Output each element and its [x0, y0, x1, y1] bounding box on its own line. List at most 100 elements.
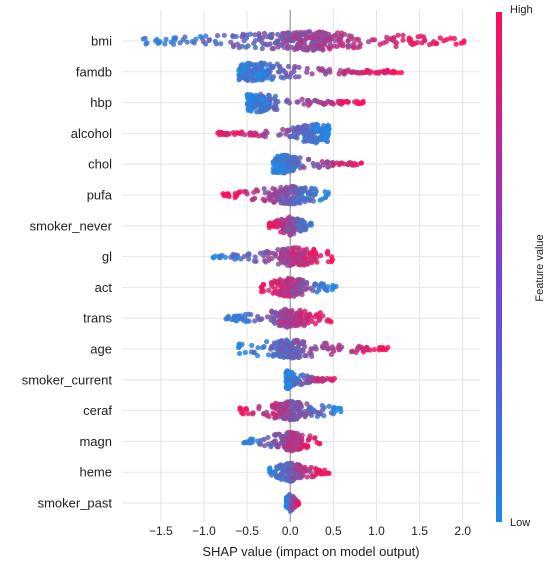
shap-point-gl [324, 251, 331, 257]
shap-point-ceraf [328, 410, 334, 416]
shap-point-trans [285, 310, 292, 316]
shap-point-age [291, 355, 297, 361]
feature-label-smoker_never: smoker_never [30, 218, 113, 233]
shap-point-famdb [372, 70, 378, 76]
shap-point-pufa [297, 190, 303, 196]
shap-point-magn [317, 440, 323, 447]
shap-point-bmi [286, 30, 292, 36]
shap-point-gl [296, 245, 302, 251]
shap-point-alcohol [234, 130, 240, 136]
shap-point-chol [351, 160, 358, 167]
shap-point-ceraf [290, 399, 296, 405]
colorbar-low-label: Low [510, 517, 530, 529]
shap-point-famdb [246, 72, 253, 78]
shap-point-bmi [243, 44, 249, 50]
shap-point-alcohol [247, 130, 253, 136]
shap-point-alcohol [293, 133, 299, 140]
shap-point-gl [282, 247, 288, 253]
shap-point-bmi [313, 34, 319, 40]
shap-point-bmi [326, 31, 332, 38]
shap-point-pufa [250, 196, 256, 203]
shap-point-age [321, 340, 328, 346]
shap-point-act [260, 281, 266, 288]
shap-point-ceraf [261, 410, 267, 417]
x-tick-label: −1.5 [149, 524, 173, 538]
shap-point-bmi [247, 31, 253, 37]
shap-point-bmi [212, 38, 218, 44]
shap-point-famdb [238, 64, 244, 70]
shap-point-smoker_past [286, 498, 292, 504]
shap-point-hbp [320, 100, 327, 107]
shap-point-hbp [261, 101, 268, 107]
shap-point-famdb [281, 68, 287, 74]
shap-point-famdb [242, 76, 249, 82]
shap-point-ceraf [303, 411, 309, 417]
feature-labels: bmi famdb hbp alcohol chol pufa smoker_nevergl… [22, 34, 113, 511]
feature-label-gl: gl [102, 249, 112, 264]
shap-point-bmi [345, 38, 351, 44]
shap-point-pufa [323, 194, 329, 201]
shap-point-hbp [247, 96, 253, 102]
shap-point-hbp [316, 99, 322, 105]
shap-point-chol [277, 161, 283, 167]
shap-point-bmi [340, 41, 346, 47]
shap-point-bmi [351, 45, 357, 51]
shap-point-heme [293, 465, 299, 471]
shap-point-chol [289, 155, 295, 161]
shap-point-bmi [357, 41, 363, 47]
shap-point-bmi [256, 30, 262, 37]
shap-point-pufa [305, 194, 311, 200]
shap-point-hbp [328, 100, 334, 106]
shap-point-gl [232, 256, 238, 262]
shap-point-heme [325, 470, 331, 476]
shap-point-bmi [318, 35, 324, 41]
shap-point-alcohol [288, 133, 295, 139]
shap-point-hbp [254, 109, 260, 115]
x-tick-label: −0.5 [235, 524, 259, 538]
shap-point-smoker_never [267, 220, 273, 226]
shap-point-smoker_never [302, 223, 308, 229]
shap-point-pufa [290, 195, 296, 201]
shap-point-heme [285, 470, 291, 476]
shap-point-age [265, 352, 272, 358]
shap-point-ceraf [237, 405, 243, 411]
shap-point-bmi [275, 44, 281, 50]
shap-point-act [274, 280, 280, 286]
shap-point-alcohol [311, 138, 317, 145]
shap-point-trans [278, 309, 284, 315]
shap-point-ceraf [282, 408, 288, 414]
shap-point-smoker_current [292, 376, 298, 383]
shap-point-ceraf [307, 404, 313, 410]
shap-point-bmi [184, 39, 190, 45]
shap-point-smoker_never [288, 217, 295, 223]
shap-point-famdb [244, 62, 250, 68]
shap-point-age [281, 354, 287, 360]
shap-point-smoker_current [285, 375, 291, 381]
shap-point-famdb [285, 63, 291, 70]
shap-point-age [355, 345, 361, 351]
shap-point-famdb [350, 69, 356, 75]
shap-point-pufa [301, 186, 307, 193]
shap-point-heme [316, 468, 322, 474]
shap-point-magn [265, 434, 271, 441]
shap-point-bmi [302, 29, 308, 36]
shap-point-chol [316, 164, 322, 170]
shap-point-ceraf [285, 400, 291, 406]
shap-point-famdb [253, 66, 259, 72]
shap-point-bmi [305, 29, 312, 35]
shap-point-pufa [300, 195, 306, 201]
shap-point-age [309, 346, 315, 352]
shap-point-age [360, 347, 366, 353]
colorbar-gradient [496, 12, 502, 522]
shap-point-famdb [395, 70, 401, 76]
shap-point-smoker_past [294, 500, 301, 507]
shap-point-pufa [272, 188, 279, 194]
shap-point-ceraf [326, 403, 332, 409]
shap-point-gl [312, 257, 318, 263]
shap-point-bmi [351, 41, 357, 47]
shap-point-age [337, 346, 343, 352]
shap-point-chol [310, 160, 316, 166]
shap-point-heme [284, 476, 290, 482]
shap-point-bmi [182, 34, 188, 40]
shap-point-act [330, 284, 336, 290]
